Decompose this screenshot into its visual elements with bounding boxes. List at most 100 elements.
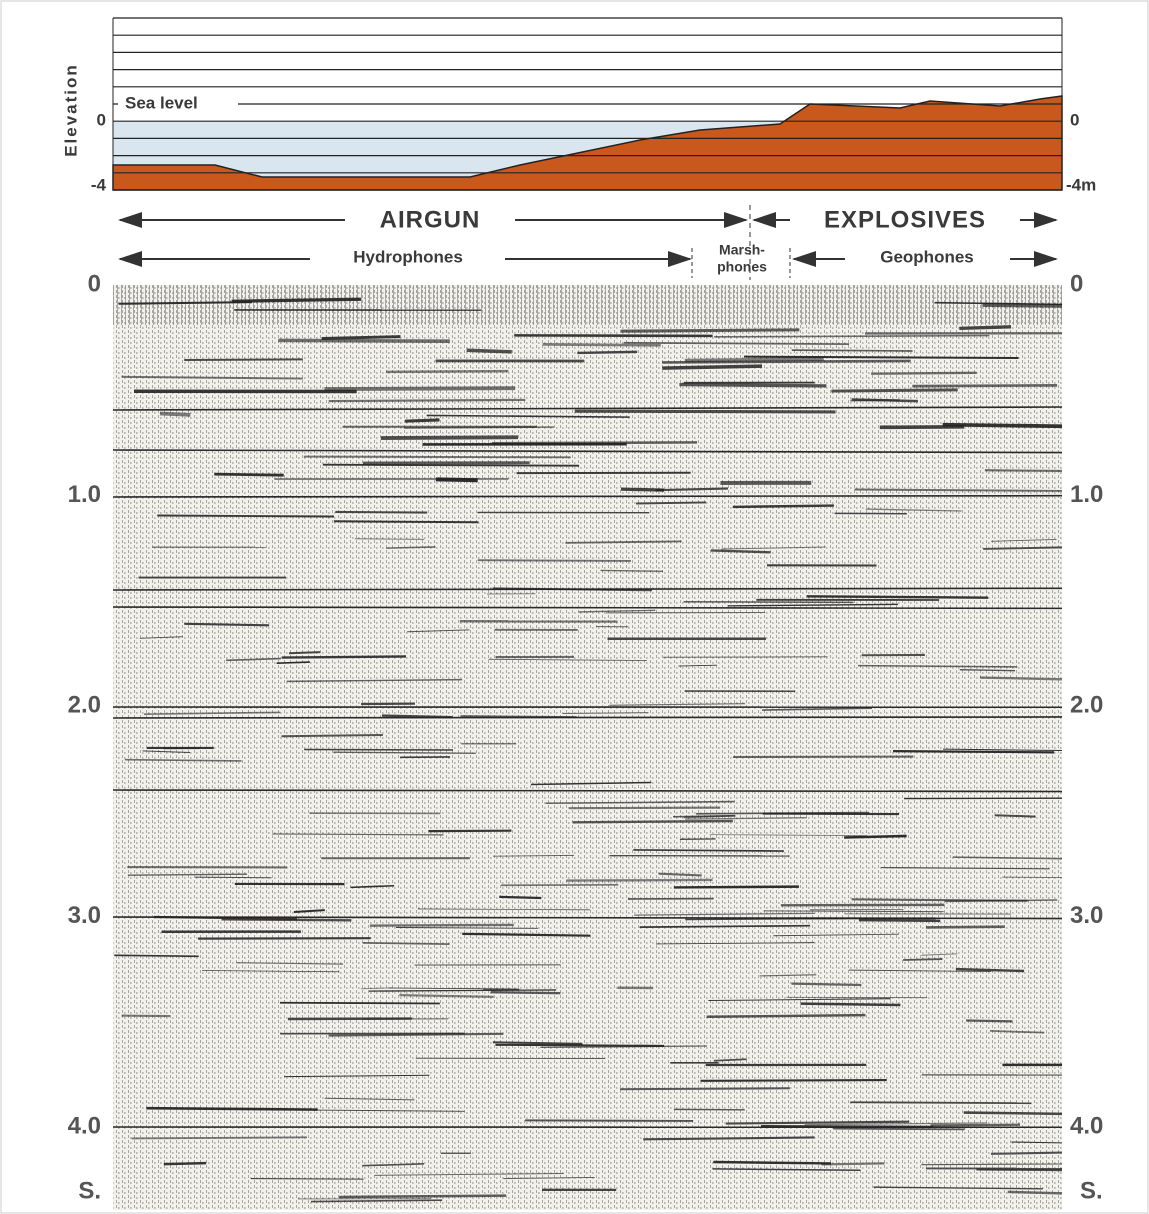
time-tick-label: 1.0 [1070,481,1103,508]
reflector [467,350,512,352]
reflector [335,512,427,513]
time-tick-label: 0 [88,270,101,297]
elevation-tick: -4m [1066,175,1096,194]
reflector [636,502,706,503]
source-label: EXPLOSIVES [824,206,986,233]
elevation-axis-title: Elevation [61,63,80,157]
reflector [355,539,424,540]
sea-level-label: Sea level [125,93,198,112]
reflector [871,373,977,374]
reflector [761,1126,933,1127]
reflector [791,984,861,985]
reflector [663,657,827,658]
seismic-traces [113,285,1062,325]
reflector [831,390,957,391]
reflector [893,751,1054,752]
reflector [304,457,571,458]
reflector [573,821,733,822]
reflector [195,877,272,878]
reflector [132,1137,307,1138]
reflector [525,1120,693,1121]
reflector [184,359,303,360]
reflector [460,716,576,717]
reflector [844,836,907,838]
reflector [114,955,198,956]
figure: Sea level Elevation 0 -4 0 -4m AIRGUN EX… [0,0,1149,1214]
reflector [713,1162,831,1163]
page: Seismic section {"elevation_panel": {"ax… [0,0,1149,1214]
reflector [982,305,1062,306]
reflector [382,716,453,718]
reflector [251,1179,364,1180]
seismic-traces [113,285,1062,1210]
reflector [282,656,406,657]
reflector [304,749,453,750]
receiver-label: phones [717,259,767,275]
reflector [921,1164,1062,1165]
reflector [964,1113,1062,1114]
reflector [833,1129,965,1130]
reflector [329,400,526,401]
reflector [744,357,1019,358]
reflector [850,1102,1031,1103]
reflector [662,361,911,362]
reflector [128,874,247,875]
reflector [214,474,283,475]
reflector [852,899,1028,900]
reflector [277,662,310,663]
reflector [495,1045,664,1046]
reflector [633,850,784,851]
reflector [995,815,1036,816]
time-unit: S. [78,1177,101,1204]
reflector [1008,1192,1062,1193]
reflector [334,521,479,522]
reflector [662,366,762,368]
reflector [323,465,579,466]
reflector [985,470,1062,471]
elevation-tick: -4 [91,175,107,194]
reflector [157,516,334,517]
reflector [566,880,712,881]
reflector [289,652,320,653]
reflector [959,327,1011,329]
reflector [733,506,834,507]
time-unit: S. [1080,1177,1103,1204]
reflector [621,330,799,331]
reflector [807,596,988,597]
elevation-tick: 0 [1070,110,1079,129]
reflector [926,927,1005,928]
reflector [674,887,799,888]
reflector [991,1153,1062,1154]
reflector [499,897,541,898]
source-label: AIRGUN [380,206,481,233]
reflector [381,437,518,438]
time-tick-label: 4.0 [68,1112,101,1139]
reflector [801,1004,901,1005]
reflector [1002,877,1062,878]
reflector [478,560,631,561]
reflector [701,1080,887,1081]
reflector [577,352,637,353]
reflector [931,1125,1021,1126]
reflector [852,399,918,401]
reflector [880,427,964,428]
reflector [278,340,449,341]
reflector [164,1163,206,1164]
receiver-label: Marsh- [719,242,765,258]
time-tick-label: 2.0 [1070,691,1103,718]
reflector [370,925,514,926]
time-tick-label: 4.0 [1070,1112,1103,1139]
reflector [232,299,361,301]
reflector [324,388,515,389]
reflector [685,359,824,360]
receiver-label: Hydrophones [353,247,463,266]
reflector [492,442,697,443]
reflector [707,1015,866,1017]
time-tick-label: 3.0 [1070,902,1103,929]
reflector [679,385,826,386]
time-tick-label: 0 [1070,270,1083,297]
reflector [339,1196,506,1197]
reflector [146,1108,317,1109]
reflector [281,735,382,736]
time-tick-label: 1.0 [68,481,101,508]
